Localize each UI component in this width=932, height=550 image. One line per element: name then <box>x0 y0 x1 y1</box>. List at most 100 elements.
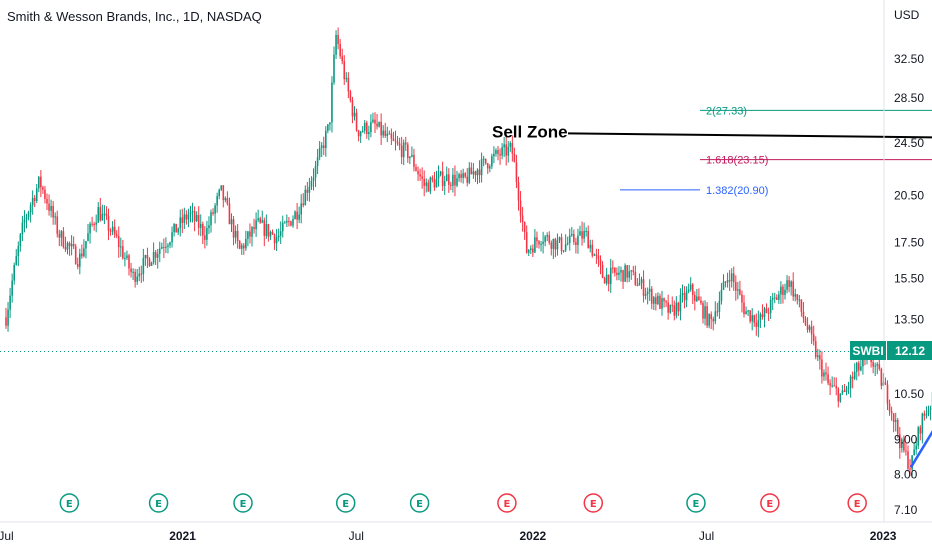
candle-body <box>825 372 827 375</box>
candle-body <box>288 221 290 223</box>
candle-body <box>353 112 356 117</box>
candle-body <box>833 385 835 387</box>
candle-body <box>636 284 639 286</box>
candle-body <box>44 189 46 199</box>
candle-body <box>802 311 805 319</box>
earnings-marker[interactable]: E <box>148 493 169 513</box>
candle-body <box>144 255 147 258</box>
candle-body <box>839 393 842 402</box>
candle-body <box>583 231 585 239</box>
time-tick: 2022 <box>519 529 546 543</box>
time-tick: Jul <box>699 529 714 543</box>
candle-body <box>380 121 382 136</box>
candle-body <box>609 267 612 285</box>
candle-body <box>884 382 887 385</box>
candle-body <box>347 77 350 92</box>
elliott-wave-path[interactable] <box>909 127 932 468</box>
currency-label: USD <box>894 8 920 22</box>
candle-body <box>452 174 454 186</box>
candle-body <box>363 122 366 131</box>
candle-body <box>732 273 735 283</box>
candle-body <box>899 434 901 448</box>
candle-body <box>296 211 298 220</box>
candle-body <box>251 227 253 237</box>
earnings-letter: E <box>342 499 349 510</box>
candle-body <box>105 213 108 216</box>
candle-body <box>138 273 141 277</box>
candle-body <box>788 280 790 287</box>
candle-body <box>669 304 671 313</box>
candle-body <box>497 150 499 155</box>
candle-body <box>806 324 809 330</box>
candle-body <box>230 219 233 225</box>
candle-body <box>27 212 30 218</box>
candle-body <box>109 230 112 232</box>
candle-body <box>679 294 682 312</box>
candle-body <box>111 226 114 232</box>
candle-body <box>554 238 557 250</box>
candle-body <box>860 366 862 371</box>
earnings-marker[interactable]: E <box>583 493 604 513</box>
candle-body <box>93 224 95 226</box>
candle-body <box>415 166 417 171</box>
earnings-marker[interactable]: E <box>335 493 356 513</box>
candle-body <box>343 61 346 80</box>
candle-body <box>724 281 727 283</box>
candle-body <box>548 235 551 243</box>
candle-body <box>263 220 266 236</box>
earnings-marker[interactable]: E <box>497 493 517 513</box>
candle-body <box>382 130 384 136</box>
earnings-letter: E <box>66 499 73 510</box>
candle-body <box>56 216 59 234</box>
candle-body <box>411 154 413 157</box>
candle-body <box>751 315 753 322</box>
candle-body <box>888 403 891 412</box>
earnings-marker[interactable]: E <box>409 493 430 513</box>
candle-body <box>581 231 583 239</box>
candle-body <box>659 295 661 309</box>
candle-body <box>419 174 421 177</box>
earnings-marker[interactable]: E <box>59 493 80 513</box>
candle-body <box>503 144 505 148</box>
candle-body <box>156 253 159 258</box>
price-tick: 7.10 <box>894 503 918 517</box>
earnings-marker[interactable]: E <box>233 493 253 513</box>
candle-body <box>568 235 571 244</box>
price-tick: 24.50 <box>894 136 924 150</box>
candle-body <box>87 233 89 242</box>
candle-body <box>691 284 694 295</box>
candle-body <box>853 371 856 379</box>
candle-body <box>425 182 428 186</box>
candle-body <box>60 231 63 238</box>
candle-body <box>790 281 792 287</box>
earnings-marker[interactable]: E <box>847 493 867 513</box>
candle-body <box>134 271 136 282</box>
candle-body <box>245 238 247 249</box>
candle-body <box>236 230 239 242</box>
candle-body <box>761 314 764 317</box>
candle-body <box>706 306 708 326</box>
earnings-marker[interactable]: E <box>686 493 706 513</box>
candle-body <box>243 245 245 249</box>
candle-body <box>66 242 69 250</box>
candle-body <box>540 243 542 245</box>
candle-body <box>702 303 704 319</box>
candle-body <box>829 383 831 386</box>
earnings-marker[interactable]: E <box>760 493 780 513</box>
candle-body <box>189 212 192 215</box>
earnings-markers: EEEEEEEEEEEE <box>59 493 867 513</box>
candle-body <box>173 223 175 233</box>
candle-body <box>130 268 132 273</box>
candle-body <box>238 241 241 249</box>
time-tick: 2023 <box>870 529 897 543</box>
candle-body <box>458 174 460 179</box>
price-tick: 17.50 <box>894 236 924 250</box>
candle-body <box>232 219 235 238</box>
candle-body <box>519 200 522 216</box>
candle-body <box>745 311 747 315</box>
candle-body <box>101 213 104 221</box>
candle-body <box>720 289 723 301</box>
candle-body <box>341 56 343 62</box>
candle-body <box>390 133 393 139</box>
